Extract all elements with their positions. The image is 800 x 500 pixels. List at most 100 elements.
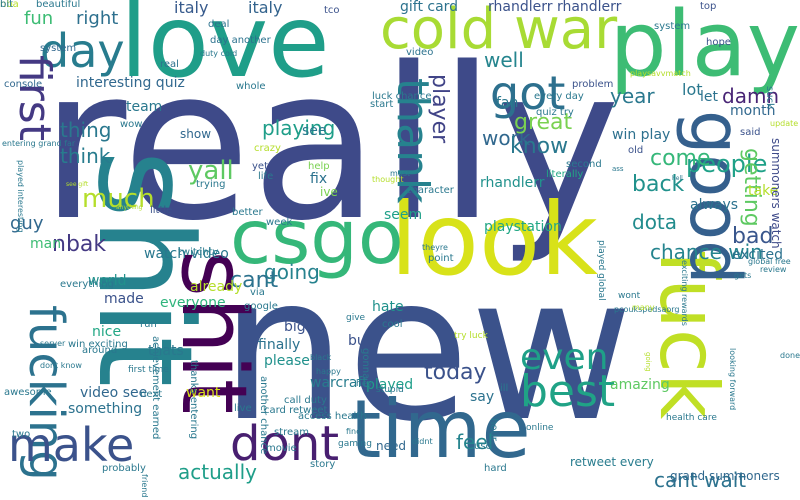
word-whole: whole	[236, 81, 266, 92]
word-buy: buy	[348, 333, 375, 349]
word-friend: friend	[140, 474, 149, 498]
word-exciting-rewards: exciting rewards	[680, 260, 689, 326]
word-quiz-try: quiz try	[536, 107, 574, 118]
word-team: team	[126, 99, 163, 115]
word-call-duty: call duty	[284, 395, 327, 406]
word-didnt: didnt	[412, 437, 433, 446]
word-lot: lot	[682, 80, 703, 99]
word-seem: seem	[384, 207, 423, 223]
word-right: right	[76, 8, 119, 29]
word-big: big	[284, 319, 306, 335]
word-gaming: gaming	[338, 439, 372, 449]
word-csgo: csgo	[230, 193, 404, 281]
word-cold-war: cold war	[380, 0, 618, 62]
word-looking-forward: looking forward	[728, 348, 737, 411]
word-need: need	[376, 439, 406, 453]
word-pcoukspedsaorg: pcoukspedsaorg	[614, 305, 680, 314]
word-see-gift: see gift	[66, 181, 89, 188]
word-real: real	[160, 59, 179, 70]
word-hour: hour	[488, 418, 499, 441]
word-back: back	[632, 172, 685, 197]
word-two: two	[12, 429, 31, 440]
word-probably: probably	[102, 463, 146, 474]
word-health-care: health care	[666, 413, 717, 423]
word-another-chance: another chance	[258, 376, 269, 455]
word-bit: bit	[0, 0, 14, 10]
word-year: year	[610, 84, 655, 108]
word-always: always	[690, 197, 739, 213]
word-new: new	[220, 233, 634, 466]
word-great: great	[514, 110, 573, 135]
word-best: best	[520, 366, 616, 417]
word-literally: literally	[546, 169, 584, 180]
word-old: old	[628, 145, 644, 156]
word-fan: fan	[496, 95, 519, 111]
word-love: love	[120, 0, 330, 100]
word-played: played	[366, 377, 414, 393]
word-chance-win: chance win	[650, 240, 763, 264]
word-update: update	[770, 119, 799, 128]
word-live: live	[234, 403, 252, 414]
word-come: come	[650, 146, 711, 171]
word-shit: shit	[69, 150, 221, 388]
word-week: week	[266, 217, 293, 228]
word-guy: guy	[10, 213, 44, 234]
word-first-time: first time	[128, 365, 169, 375]
word-little: little	[150, 205, 173, 216]
word-everyone: everyone	[160, 295, 226, 311]
word-use: use	[474, 441, 492, 452]
word-thing: thing	[60, 118, 112, 142]
word-going: going	[644, 352, 652, 372]
word-thats: thats	[148, 343, 184, 359]
word-find: find	[346, 427, 362, 436]
word-know: know	[510, 134, 569, 159]
word-around: around	[82, 345, 118, 356]
word-done: done	[780, 351, 800, 360]
word-nice: nice	[92, 324, 122, 340]
word-day-another: day another	[210, 35, 271, 46]
word-access-health: access health	[298, 411, 367, 422]
word-next: next	[140, 389, 163, 400]
word-stupid: stupid	[376, 385, 404, 395]
word-many: many	[632, 303, 655, 312]
word-start: start	[370, 99, 394, 110]
word-wont: wont	[618, 291, 641, 301]
word-luck-chance: luck chance	[372, 91, 432, 102]
word-rhandlerr-rhandlerr: rhandlerr rhandlerr	[488, 0, 622, 15]
word-gift-card: gift card	[400, 0, 459, 15]
word-cool: cool	[382, 319, 403, 330]
word-nba: nba	[0, 0, 19, 10]
word-ill: ill	[500, 383, 509, 394]
word-review: review	[760, 265, 787, 274]
word-achievement-earned: achievement earned	[150, 336, 161, 440]
word-hope: hope	[706, 37, 731, 48]
word-time: time	[350, 383, 531, 476]
word-look: look	[390, 181, 599, 298]
word-crazy: crazy	[254, 143, 281, 154]
word-interesting-quiz: interesting quiz	[76, 75, 185, 91]
word-theyre: theyre	[422, 243, 448, 252]
word-wow: wow	[120, 119, 143, 130]
word-via: via	[250, 287, 265, 298]
word-fuck: fuck	[642, 250, 735, 420]
word-help: help	[308, 161, 330, 172]
word-gets: gets	[734, 271, 752, 280]
word-world: world	[88, 273, 127, 289]
word-made: made	[104, 291, 144, 307]
word-man: man	[30, 236, 62, 252]
word-better: better	[232, 207, 263, 218]
word-thank: thank	[387, 78, 438, 204]
word-ass: ass	[612, 165, 624, 173]
word-win-play: win play	[612, 127, 671, 143]
word-dont-know: dont know	[40, 361, 82, 370]
word-take: take	[748, 183, 779, 199]
word-hate: hate	[372, 299, 404, 315]
word-already: already	[190, 279, 243, 295]
word-damn: damn	[722, 84, 780, 108]
word-today: today	[424, 360, 487, 385]
word-much: much	[82, 184, 155, 214]
word-ive: ive	[320, 185, 338, 199]
word-day: day	[40, 24, 125, 78]
word-playing: playing	[262, 116, 336, 140]
word-thought: thought	[372, 175, 404, 184]
